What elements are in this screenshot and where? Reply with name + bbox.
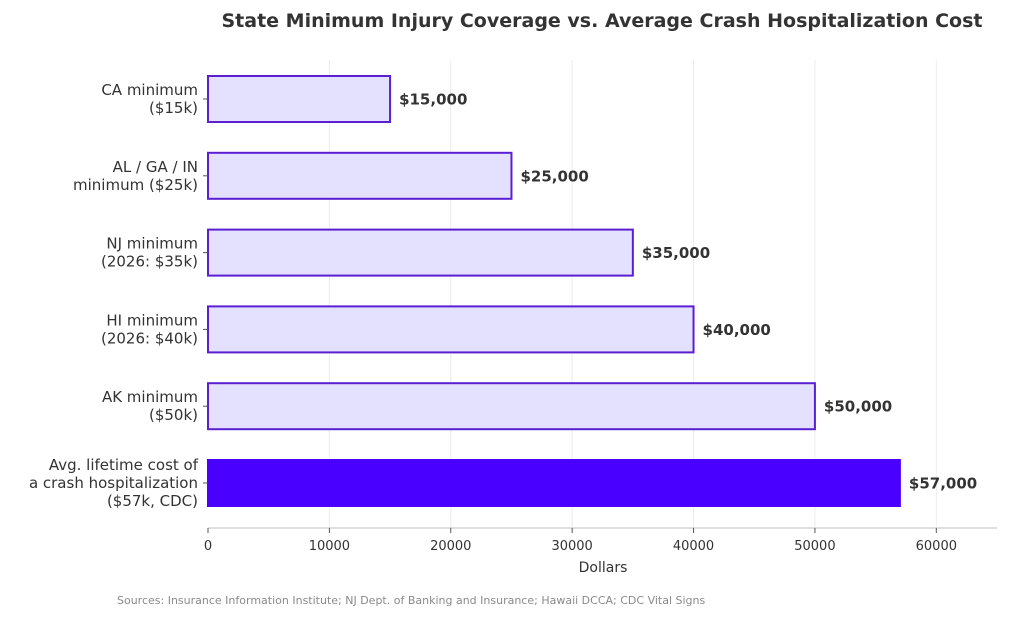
x-tick-label: 0: [204, 539, 212, 554]
y-tick-label: CA minimum ($15k): [101, 81, 198, 117]
x-tick-label: 40000: [673, 539, 714, 554]
bar: [207, 382, 816, 431]
y-axis-ticks: CA minimum ($15k) AL / GA / IN minimum ($25…: [29, 81, 208, 510]
x-axis: 0 10000 20000 30000 40000 50000 60000: [204, 527, 997, 554]
x-tick-label: 50000: [794, 539, 835, 554]
bar: [207, 305, 695, 354]
x-axis-label: Dollars: [579, 560, 628, 576]
data-label: $35,000: [642, 244, 710, 262]
grid-lines: [328, 60, 937, 528]
data-label: $25,000: [520, 167, 588, 185]
bar: [207, 228, 634, 277]
data-label: $50,000: [824, 398, 892, 416]
x-tick-label: 30000: [551, 539, 592, 554]
y-tick-label: AL / GA / IN minimum ($25k): [73, 158, 198, 194]
y-tick-label: AK minimum ($50k): [102, 388, 198, 424]
bar: [207, 75, 392, 123]
chart-title: State Minimum Injury Coverage vs. Averag…: [221, 10, 982, 32]
bars: $15,000 $25,000 $35,000 $40,000 $50,000 $57,0…: [207, 75, 977, 507]
y-tick-label: HI minimum (2026: $40k): [101, 311, 198, 347]
data-label: $57,000: [909, 475, 977, 493]
y-tick-label: NJ minimum (2026: $35k): [101, 235, 198, 271]
bar: [207, 151, 513, 200]
data-label: $15,000: [399, 91, 467, 109]
data-label: $40,000: [703, 321, 771, 339]
bar-highlight: [207, 459, 901, 507]
source-note: Sources: Insurance Information Institute…: [117, 594, 706, 607]
y-tick-label: Avg. lifetime cost of a crash hospitaliza…: [29, 456, 199, 510]
x-tick-label: 20000: [430, 539, 471, 554]
x-tick-label: 60000: [916, 539, 957, 554]
x-tick-label: 10000: [309, 539, 350, 554]
